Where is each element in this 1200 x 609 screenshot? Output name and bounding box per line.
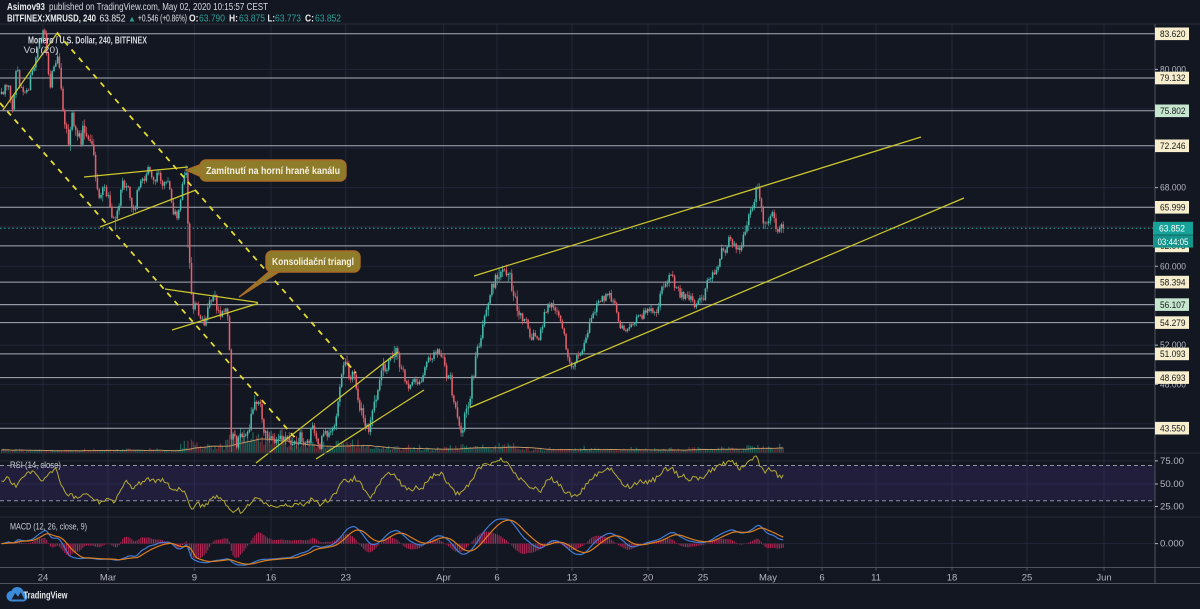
svg-text:6: 6 [494,573,499,584]
svg-text:25: 25 [1022,573,1033,584]
svg-text:54.279: 54.279 [1160,318,1186,328]
svg-text:83.620: 83.620 [1160,29,1186,39]
svg-text:25: 25 [698,573,709,584]
svg-text:13: 13 [567,573,578,584]
svg-text:63.852: 63.852 [1159,224,1185,234]
svg-text:24: 24 [38,573,49,584]
svg-text:May: May [759,573,777,584]
svg-text:63.875: 63.875 [239,14,265,25]
svg-text:56.107: 56.107 [1160,300,1186,310]
svg-text:Konsolidační triangl: Konsolidační triangl [272,257,354,268]
svg-text:0.000: 0.000 [1160,539,1184,549]
svg-text:TradingView: TradingView [24,591,68,602]
svg-text:9: 9 [192,573,197,584]
svg-text:25.00: 25.00 [1160,502,1184,512]
svg-text:RSI (14, close): RSI (14, close) [10,460,61,470]
svg-text:11: 11 [871,573,881,584]
svg-text:Zamítnutí na horní hraně kanál: Zamítnutí na horní hraně kanálu [206,166,340,177]
svg-text:Jun: Jun [1096,573,1111,584]
svg-text:20: 20 [643,573,654,584]
svg-text:6: 6 [819,573,824,584]
svg-text:63.773: 63.773 [275,14,301,25]
svg-text:Vol (20): Vol (20) [24,45,59,55]
svg-text:72.246: 72.246 [1160,141,1186,151]
svg-text:03:44:05: 03:44:05 [1158,237,1189,247]
svg-text:Mar: Mar [100,573,116,584]
svg-text:C:: C: [305,14,314,25]
svg-text:H:: H: [229,14,238,25]
svg-text:60.000: 60.000 [1160,261,1186,271]
svg-text:63.852: 63.852 [315,14,341,25]
svg-text:68.000: 68.000 [1160,183,1186,193]
svg-text:+0.546 (+0.86%): +0.546 (+0.86%) [138,14,187,25]
svg-text:50.00: 50.00 [1160,479,1184,489]
svg-text:75.802: 75.802 [1160,106,1186,116]
svg-text:O:: O: [189,14,199,25]
svg-text:43.550: 43.550 [1160,423,1186,433]
svg-text:MACD (12, 26, close, 9): MACD (12, 26, close, 9) [10,522,87,532]
svg-text:65.999: 65.999 [1160,203,1186,213]
svg-text:80.000: 80.000 [1160,64,1186,74]
svg-text:18: 18 [947,573,958,584]
svg-text:58.394: 58.394 [1160,277,1186,287]
svg-text:Apr: Apr [436,573,451,584]
svg-text:16: 16 [266,573,277,584]
svg-text:79.132: 79.132 [1160,73,1186,83]
svg-text:51.093: 51.093 [1160,349,1186,359]
svg-text:75.00: 75.00 [1160,456,1184,466]
svg-text:48.000: 48.000 [1160,379,1186,389]
svg-text:BITFINEX:XMRUSD, 240: BITFINEX:XMRUSD, 240 [7,14,96,25]
svg-text:23: 23 [341,573,352,584]
svg-text:Asimov93: Asimov93 [7,2,45,13]
svg-text:52.000: 52.000 [1160,340,1186,350]
svg-text:published on TradingView.com,: published on TradingView.com, May 02, 20… [49,2,268,13]
svg-text:48.693: 48.693 [1160,373,1186,383]
svg-text:Monero / U.S. Dollar, 240, BIT: Monero / U.S. Dollar, 240, BITFINEX [28,35,147,46]
svg-text:63.790: 63.790 [199,14,225,25]
svg-text:▲: ▲ [128,15,136,24]
svg-text:L:: L: [268,14,276,25]
svg-text:63.852: 63.852 [100,14,126,25]
